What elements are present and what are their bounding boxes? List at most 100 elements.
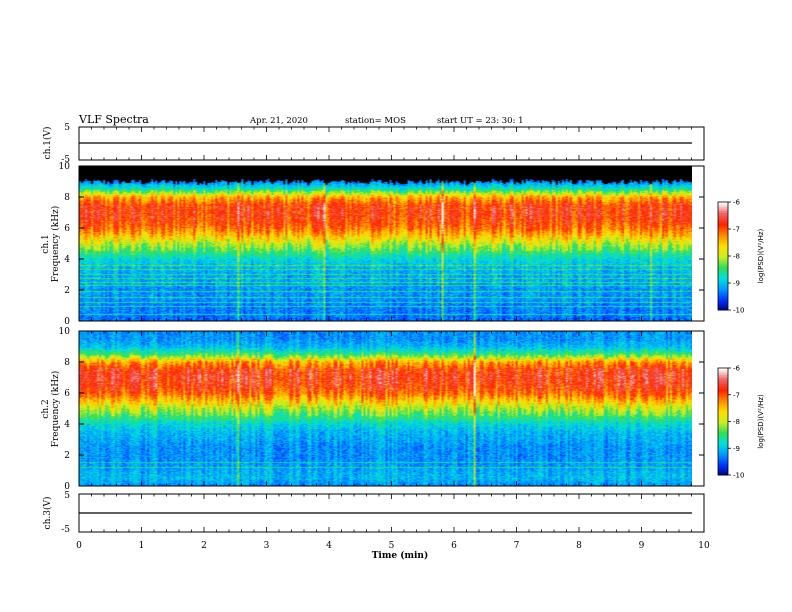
ch1-colorbar-cell <box>718 277 728 280</box>
time-tick-label: 2 <box>201 541 207 551</box>
ch1-colorbar-cell <box>718 283 728 286</box>
ch2-colorbar-cell <box>718 396 728 399</box>
ch2-colorbar-cell <box>718 451 728 455</box>
ch2-colorbar-cell <box>718 369 728 373</box>
ch2-colorbar-cell <box>718 450 728 453</box>
ch2-colorbar-tick-label: -8 <box>733 418 740 426</box>
ch1-colorbar-cell <box>718 220 728 223</box>
ch1-ytick-label: 4 <box>64 255 70 265</box>
ch1-colorbar-cell <box>718 279 728 282</box>
ch2-colorbar-cell <box>718 462 728 465</box>
ch2-colorbar-cell <box>718 376 728 380</box>
ch1-ytick-label: 2 <box>64 286 70 296</box>
ch1-colorbar-cell <box>718 221 728 225</box>
ch1-colorbar-cell <box>718 263 728 266</box>
ch1-colorbar-cell <box>718 270 728 273</box>
ch1-colorbar-cell <box>718 230 728 234</box>
ch1-ytick-label: 10 <box>59 162 71 172</box>
date-label: Apr. 21, 2020 <box>249 116 308 126</box>
time-tick-label: 5 <box>389 541 395 551</box>
ch2-colorbar-cell <box>718 432 728 435</box>
ch3-waveform-ylabel: ch.3(V) <box>42 497 53 530</box>
ch1-waveform-ylabel: ch.1(V) <box>42 127 53 160</box>
ch1-colorbar-cell <box>718 205 728 208</box>
ch1-colorbar-cell <box>718 250 728 253</box>
ch2-ytick-label: 10 <box>59 327 71 337</box>
ch2-colorbar-cell <box>718 458 728 462</box>
ch2-label: ch.2 <box>41 399 51 418</box>
ch2-colorbar-cell <box>718 410 728 414</box>
ch2-colorbar-cell <box>718 401 728 405</box>
ch2-colorbar-tick-label: -6 <box>733 365 741 373</box>
ch2-colorbar-cell <box>718 426 728 430</box>
ch2-colorbar-cell <box>718 437 728 440</box>
ch2-colorbar-cell <box>718 409 728 412</box>
ch2-colorbar-cell <box>718 433 728 437</box>
ch1-colorbar-cell <box>718 304 728 307</box>
ch2-colorbar-cell <box>718 387 728 390</box>
ch1-colorbar-cell <box>718 272 728 275</box>
ch2-colorbar-cell <box>718 405 728 408</box>
ch2-colorbar-cell <box>718 398 728 401</box>
ch1-colorbar-cell <box>718 247 728 250</box>
ch2-colorbar-cell <box>718 453 728 456</box>
ch1-colorbar-cell <box>718 257 728 261</box>
time-axis: 0 1 2 3 4 5 6 7 8 9 10 <box>76 127 710 551</box>
ch1-colorbar-cell <box>718 306 728 309</box>
ch2-colorbar-cell <box>718 446 728 449</box>
ch2-colorbar-cell <box>718 460 728 464</box>
ch1-colorbar-cell <box>718 252 728 255</box>
time-tick-label: 0 <box>76 541 82 551</box>
time-tick-label: 3 <box>264 541 270 551</box>
ch1-ytick-label: 6 <box>64 224 70 234</box>
ch1-colorbar-cell <box>718 254 728 257</box>
ch2-colorbar-cell <box>718 435 728 439</box>
ch1-colorbar-cell <box>718 259 728 262</box>
ch1-colorbar-cell <box>718 286 728 289</box>
ch2-colorbar-cell <box>718 392 728 396</box>
ch2-ytick-label: 8 <box>64 358 70 368</box>
ch1-colorbar-cell <box>718 216 728 219</box>
ch1-colorbar-cell <box>718 292 728 295</box>
ch2-colorbar-cell <box>718 441 728 444</box>
ch1-colorbar: -6 -7 -8 -9 -10 log(PSD)(V²/Hz) <box>717 199 765 315</box>
ch1-colorbar-cell <box>718 301 728 304</box>
ch1-colorbar-cell <box>718 288 728 291</box>
ch2-colorbar-tick-label: -9 <box>733 445 740 453</box>
ch1-colorbar-cell <box>718 212 728 216</box>
time-tick-label: 1 <box>139 541 145 551</box>
ch1-colorbar-cell <box>718 302 728 306</box>
ch2-colorbar-cell <box>718 464 728 467</box>
ch3-ytick-bottom: -5 <box>61 525 70 535</box>
ch2-colorbar-cell <box>718 466 728 469</box>
ch1-colorbar-cell <box>718 239 728 243</box>
ch2-colorbar-cell <box>718 389 728 392</box>
ch2-colorbar-tick-label: -7 <box>733 391 740 399</box>
ch1-colorbar-cell <box>718 308 728 311</box>
ch1-ytick-label: 8 <box>64 193 70 203</box>
ch1-colorbar-cell <box>718 265 728 268</box>
ch1-colorbar-cell <box>718 202 728 205</box>
time-tick-label: 9 <box>639 541 645 551</box>
station-label: station= MOS <box>345 116 406 126</box>
ch1-colorbar-cell <box>718 232 728 235</box>
ch1-colorbar-cell <box>718 218 728 221</box>
time-tick-label: 8 <box>576 541 582 551</box>
ch1-colorbar-cell <box>718 290 728 293</box>
ch2-freq-ylabel: Frequency (kHz) <box>50 371 61 448</box>
ch2-colorbar-cell <box>718 391 728 394</box>
ch2-colorbar-cell <box>718 471 728 474</box>
ch2-colorbar-cell <box>718 378 728 381</box>
ch2-colorbar-cell <box>718 467 728 471</box>
ch1-colorbar-cell <box>718 266 728 270</box>
ch2-colorbar-cell <box>718 373 728 376</box>
ch1-colorbar-tick-label: -10 <box>733 307 744 315</box>
ch1-colorbar-cell <box>718 227 728 230</box>
time-tick-label: 6 <box>451 541 457 551</box>
time-tick-label: 10 <box>698 541 710 551</box>
ch2-spectrogram-panel: 0 2 4 6 8 10 ch.2 Frequency (kHz) <box>41 327 705 492</box>
ch2-colorbar-label: log(PSD)(V²/Hz) <box>757 394 765 449</box>
ch1-colorbar-cell <box>718 236 728 239</box>
ch1-colorbar-cell <box>718 214 728 217</box>
ch1-colorbar-tick-label: -6 <box>733 199 741 207</box>
